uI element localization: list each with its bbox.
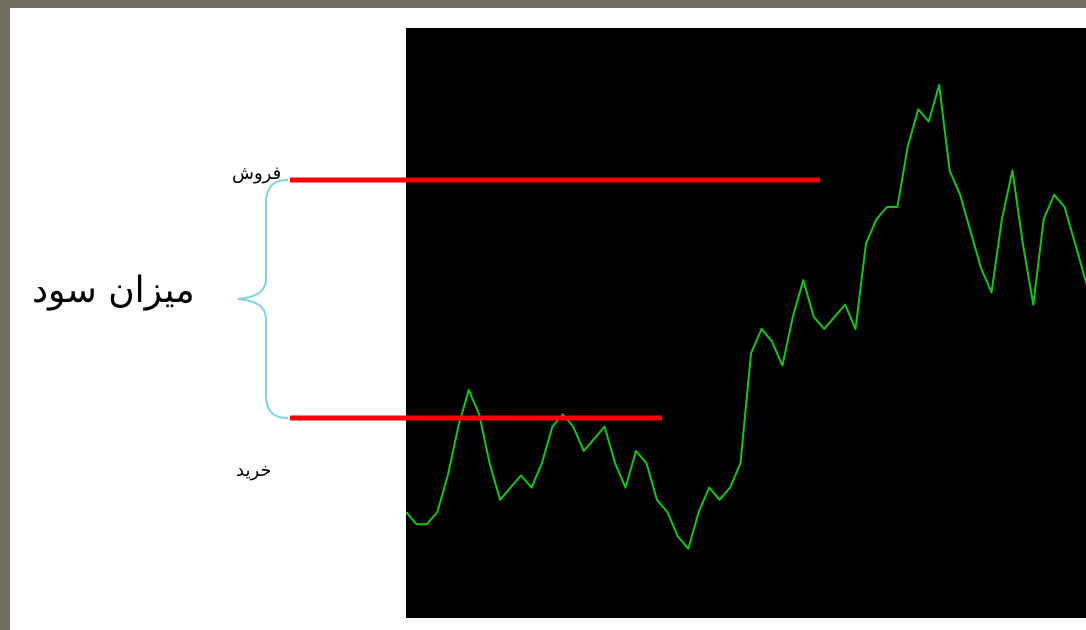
sell-label: فروش	[232, 163, 282, 184]
price-line	[405, 84, 1086, 550]
annotation-overlay	[237, 177, 820, 421]
price-chart-svg	[405, 84, 1086, 550]
buy-label: خرید	[236, 460, 272, 481]
diagram-canvas: فروش خرید میزان سود	[10, 8, 1086, 630]
price-chart-area	[405, 28, 1086, 618]
profit-brace	[237, 179, 289, 419]
profit-amount-label: میزان سود	[32, 270, 195, 311]
